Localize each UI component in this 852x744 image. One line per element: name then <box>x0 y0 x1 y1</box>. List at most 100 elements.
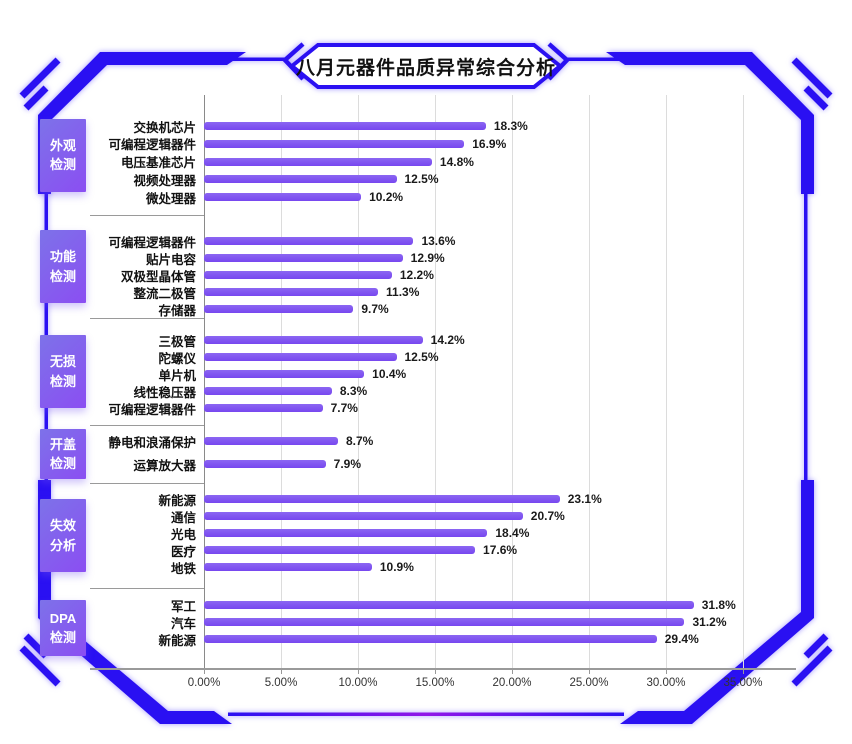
bar-row: 双极型晶体管 12.2% <box>90 267 812 284</box>
axis-tick <box>666 670 667 674</box>
bar-item-label: 微处理器 <box>145 191 196 206</box>
bar-row: 电压基准芯片 14.8% <box>90 154 812 171</box>
bar-rows: 新能源 23.1% 通信 20.7% 光电 18.4% 医疗 17.6% 地铁 10.9% <box>90 483 812 588</box>
bar-value-label: 12.2% <box>399 268 434 282</box>
bar-item-label: 整流二极管 <box>133 286 196 301</box>
bar <box>204 387 332 395</box>
bar-row: 运算放大器 7.9% <box>90 456 812 473</box>
bar-item-label: 贴片电容 <box>145 252 196 267</box>
bar <box>204 437 338 445</box>
category-label-badge: 开盖 检测 <box>40 429 86 479</box>
x-axis-tick-label: 15.00% <box>415 677 455 689</box>
bar-row: 交换机芯片 18.3% <box>90 118 812 135</box>
bar-item-label: 双极型晶体管 <box>120 269 196 284</box>
title-badge-shape <box>288 43 564 89</box>
bar <box>204 404 323 412</box>
y-axis-line <box>204 95 205 668</box>
group-divider <box>90 318 204 319</box>
bar-rows: 静电和浪涌保护 8.7% 运算放大器 7.9% <box>90 425 812 483</box>
category-label-badge: 功能 检测 <box>40 230 86 303</box>
bar-value-label: 31.8% <box>701 598 736 612</box>
bar-value-label: 7.9% <box>333 457 362 471</box>
bar-row: 新能源 23.1% <box>90 491 812 508</box>
bar-value-label: 13.6% <box>421 234 456 248</box>
gridline <box>743 95 744 668</box>
category-group: 无损 检测 三极管 14.2% 陀螺仪 12.5% 单片机 10.4% 线性稳压器 8.3% 可编… <box>40 318 812 425</box>
bar-row: 通信 20.7% <box>90 508 812 525</box>
frame-slash-bottom-right <box>791 633 833 687</box>
bar-value-label: 10.9% <box>379 560 414 574</box>
bar-value-label: 29.4% <box>664 632 699 646</box>
bar-row: 军工 31.8% <box>90 597 812 614</box>
bar <box>204 122 486 130</box>
bar <box>204 370 365 378</box>
bar-value-label: 17.6% <box>483 543 518 557</box>
x-axis-tick-label: 20.00% <box>492 677 532 689</box>
x-axis-tick-label: 30.00% <box>646 677 686 689</box>
bar <box>204 529 488 537</box>
category-label-badge: 无损 检测 <box>40 335 86 408</box>
category-label-badge: 外观 检测 <box>40 118 86 192</box>
category-group: 功能 检测 可编程逻辑器件 13.6% 贴片电容 12.9% 双极型晶体管 12.2% 整流二… <box>40 215 812 318</box>
x-axis-tick-label: 10.00% <box>338 677 378 689</box>
frame-top-thin-right <box>564 57 626 61</box>
bar-row: 三极管 14.2% <box>90 332 812 349</box>
bar <box>204 635 657 643</box>
group-divider <box>90 483 204 484</box>
gridline <box>435 95 436 668</box>
frame-right-thin <box>804 194 808 482</box>
axis-tick <box>589 670 590 674</box>
frame-chevron-right <box>547 42 571 81</box>
bar <box>204 336 423 344</box>
category-group: DPA 检测 军工 31.8% 汽车 31.2% 新能源 29.4% <box>40 588 812 668</box>
bar-item-label: 静电和浪涌保护 <box>108 435 196 450</box>
bar-value-label: 7.7% <box>330 401 358 415</box>
frame-bottom-thin <box>228 712 624 716</box>
bar-item-label: 新能源 <box>158 633 196 648</box>
bar-item-label: 单片机 <box>158 368 196 383</box>
gridline <box>281 95 282 668</box>
bar-row: 微处理器 10.2% <box>90 189 812 206</box>
frame-slash-top-right <box>791 57 833 111</box>
bar-row: 整流二极管 11.3% <box>90 284 812 301</box>
bar <box>204 495 560 503</box>
x-axis-tick-label: 25.00% <box>569 677 609 689</box>
bar-row: 线性稳压器 8.3% <box>90 383 812 400</box>
x-axis-tick-label: 5.00% <box>264 677 298 689</box>
bar-item-label: 运算放大器 <box>133 458 196 473</box>
bar-value-label: 31.2% <box>692 615 727 629</box>
bar-row: 汽车 31.2% <box>90 614 812 631</box>
bar-row: 可编程逻辑器件 7.7% <box>90 400 812 417</box>
bar-row: 静电和浪涌保护 8.7% <box>90 433 812 450</box>
bar-rows: 军工 31.8% 汽车 31.2% 新能源 29.4% <box>90 588 812 668</box>
bar <box>204 139 465 148</box>
x-axis-tick-label: 0.00% <box>187 677 221 689</box>
bar-value-label: 8.3% <box>339 384 368 398</box>
category-group: 失效 分析 新能源 23.1% 通信 20.7% 光电 18.4% 医疗 17.6% 地铁 10.9… <box>40 483 812 588</box>
group-divider <box>90 588 204 589</box>
bar-item-label: 医疗 <box>170 544 196 559</box>
bar-value-label: 12.9% <box>410 251 445 265</box>
quality-analysis-chart: 0.00% 5.00% 10.00% 15.00% 20.00% 25.00% 30.00%… <box>40 95 812 695</box>
bar-item-label: 三极管 <box>158 334 196 349</box>
bar-rows: 可编程逻辑器件 13.6% 贴片电容 12.9% 双极型晶体管 12.2% 整流二极管 11.… <box>90 215 812 318</box>
bar <box>204 353 397 361</box>
bar-row: 光电 18.4% <box>90 525 812 542</box>
bar <box>204 563 372 571</box>
x-axis-tick-label: 35.00% <box>723 677 763 689</box>
bar-row: 陀螺仪 12.5% <box>90 349 812 366</box>
bar <box>204 546 476 554</box>
bar-row: 贴片电容 12.9% <box>90 250 812 267</box>
axis-tick <box>743 670 744 674</box>
bar-item-label: 存储器 <box>158 303 196 318</box>
gridline <box>512 95 513 668</box>
axis-tick <box>281 670 282 674</box>
bar-value-label: 18.4% <box>495 526 530 540</box>
bar <box>204 157 432 166</box>
bar-value-label: 14.8% <box>439 154 474 169</box>
bar-item-label: 军工 <box>170 599 196 614</box>
bar-item-label: 陀螺仪 <box>158 351 196 366</box>
bar-item-label: 新能源 <box>158 493 196 508</box>
gridline <box>666 95 667 668</box>
